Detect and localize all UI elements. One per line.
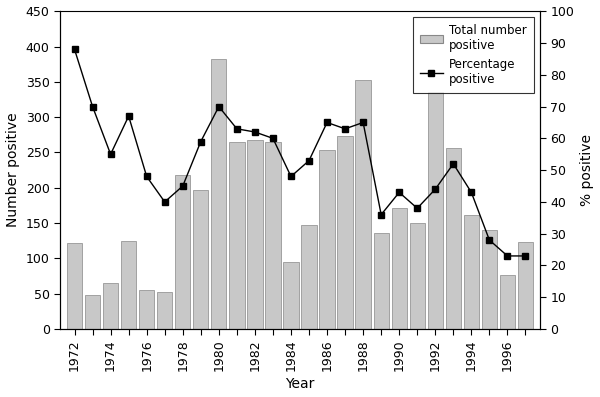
Bar (67, 243, 82, 329)
X-axis label: Year: Year (286, 377, 314, 391)
Bar (139, 290, 154, 329)
Bar (446, 148, 461, 329)
Bar (355, 80, 371, 329)
Bar (428, 93, 443, 329)
Bar (85, 295, 100, 329)
Bar (337, 136, 353, 329)
Bar (464, 215, 479, 329)
Y-axis label: % positive: % positive (580, 134, 594, 206)
Legend: Total number
positive, Percentage
positive: Total number positive, Percentage positi… (413, 17, 534, 93)
Bar (301, 225, 317, 329)
Bar (518, 242, 533, 329)
Bar (392, 208, 407, 329)
Bar (410, 223, 425, 329)
Bar (157, 292, 172, 329)
Bar (211, 59, 226, 329)
Bar (121, 241, 136, 329)
Bar (319, 150, 335, 329)
Bar (265, 142, 281, 329)
Bar (283, 262, 299, 329)
Bar (103, 283, 118, 329)
Bar (482, 230, 497, 329)
Bar (229, 142, 245, 329)
Bar (175, 175, 190, 329)
Bar (374, 233, 389, 329)
Bar (500, 275, 515, 329)
Bar (247, 140, 263, 329)
Y-axis label: Number positive: Number positive (6, 113, 20, 227)
Bar (193, 190, 208, 329)
